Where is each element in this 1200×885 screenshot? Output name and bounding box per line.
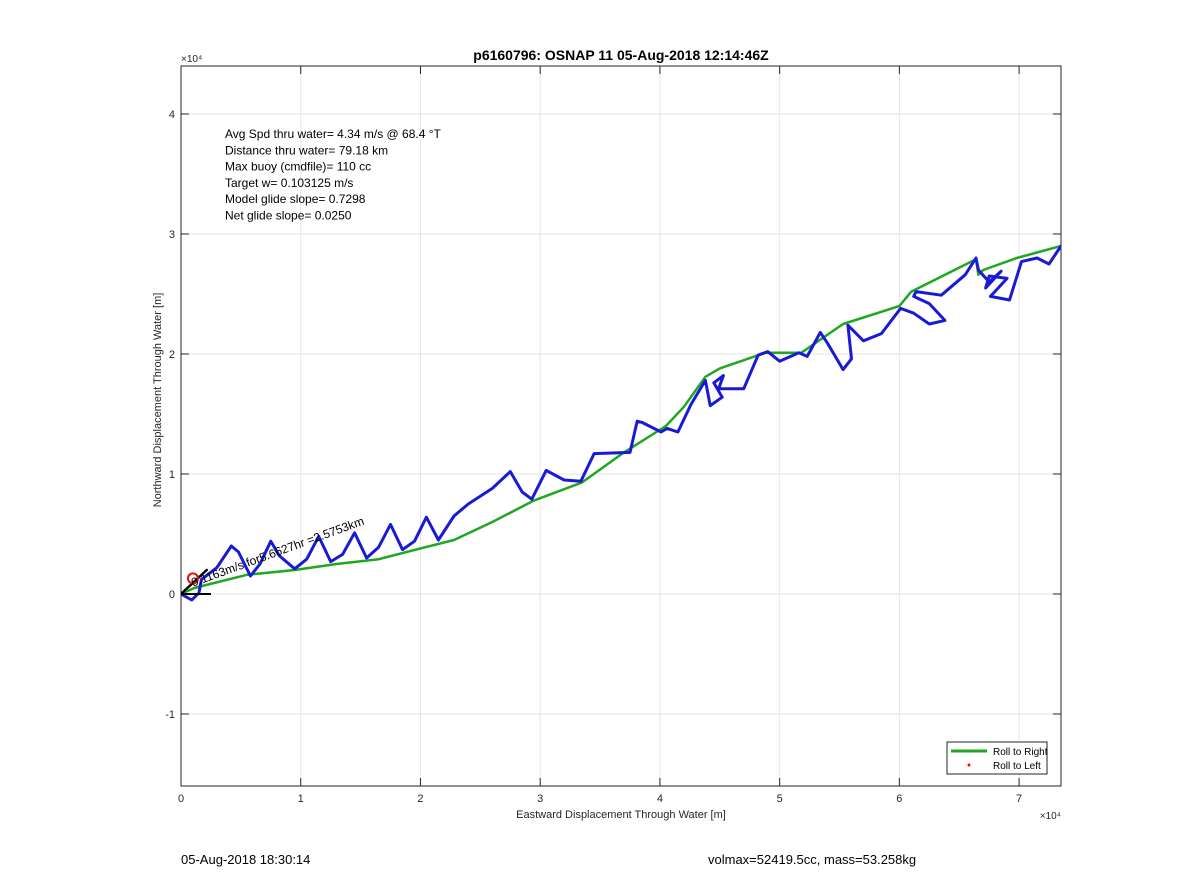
y-tick-label: 2 bbox=[169, 349, 175, 361]
series-glider-track bbox=[181, 244, 1061, 602]
legend-box bbox=[946, 741, 1048, 775]
y-exponent-label: ×10⁴ bbox=[181, 54, 202, 65]
x-tick-label: 4 bbox=[657, 793, 663, 805]
footer-vol-mass: volmax=52419.5cc, mass=53.258kg bbox=[708, 852, 917, 867]
series-roll-to-right bbox=[181, 244, 1061, 596]
stats-annotation: Target w= 0.103125 m/s bbox=[225, 176, 353, 190]
stats-annotation: Max buoy (cmdfile)= 110 cc bbox=[225, 160, 371, 174]
x-tick-label: 7 bbox=[1016, 793, 1022, 805]
x-axis-label: Eastward Displacement Through Water [m] bbox=[516, 809, 726, 821]
x-tick-label: 2 bbox=[417, 793, 423, 805]
start-marker bbox=[186, 572, 199, 585]
x-tick-label: 0 bbox=[178, 793, 184, 805]
series-current-vector bbox=[181, 568, 208, 596]
chart-title: p6160796: OSNAP 11 05-Aug-2018 12:14:46Z bbox=[473, 47, 769, 63]
y-tick-label: -1 bbox=[165, 709, 175, 721]
y-tick-label: 0 bbox=[169, 589, 175, 601]
x-exponent-label: ×10⁴ bbox=[1040, 811, 1061, 822]
stats-annotation: Distance thru water= 79.18 km bbox=[225, 143, 388, 157]
y-tick-label: 4 bbox=[169, 109, 175, 121]
y-tick-label: 1 bbox=[169, 469, 175, 481]
y-axis-label: Northward Displacement Through Water [m] bbox=[152, 293, 164, 508]
x-tick-label: 3 bbox=[537, 793, 543, 805]
data-layer bbox=[181, 244, 1061, 602]
x-tick-label: 1 bbox=[298, 793, 304, 805]
plot-area bbox=[181, 66, 1061, 786]
stats-annotation: Net glide slope= 0.0250 bbox=[225, 209, 352, 223]
stats-annotation: Avg Spd thru water= 4.34 m/s @ 68.4 °T bbox=[225, 127, 442, 141]
legend-label-roll-right: Roll to Right bbox=[993, 747, 1048, 758]
legend-label-roll-left: Roll to Left bbox=[993, 761, 1041, 772]
axes-box bbox=[180, 65, 1062, 787]
x-tick-label: 5 bbox=[777, 793, 783, 805]
y-tick-label: 3 bbox=[169, 229, 175, 241]
stats-annotation: Model glide slope= 0.7298 bbox=[225, 192, 366, 206]
legend-swatch-roll-left bbox=[967, 763, 971, 767]
footer-timestamp: 05-Aug-2018 18:30:14 bbox=[181, 852, 311, 867]
x-tick-label: 6 bbox=[896, 793, 902, 805]
